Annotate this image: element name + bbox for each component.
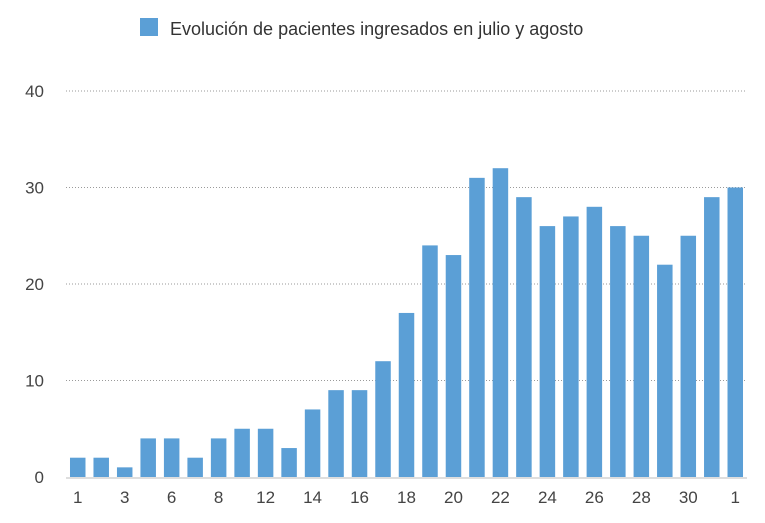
bar xyxy=(610,226,626,477)
bars xyxy=(69,168,744,478)
x-tick-label: 28 xyxy=(632,488,651,507)
bar xyxy=(375,361,391,477)
x-tick-label: 14 xyxy=(303,488,322,507)
bar xyxy=(210,438,227,477)
bar xyxy=(563,216,579,477)
bar xyxy=(657,264,673,477)
bar xyxy=(257,428,274,477)
x-tick-label: 12 xyxy=(256,488,275,507)
bar xyxy=(586,206,603,478)
bar xyxy=(492,168,509,477)
x-tick-label: 18 xyxy=(397,488,416,507)
bar xyxy=(680,235,697,477)
bar xyxy=(516,197,532,477)
legend-label: Evolución de pacientes ingresados en jul… xyxy=(170,19,583,39)
y-tick-label: 40 xyxy=(25,82,44,101)
y-tick-label: 10 xyxy=(25,372,44,391)
x-tick-label: 30 xyxy=(679,488,698,507)
bar xyxy=(445,255,462,477)
bar xyxy=(93,457,109,477)
bar xyxy=(539,226,556,477)
x-tick-label: 24 xyxy=(538,488,557,507)
bar xyxy=(69,457,86,477)
bar xyxy=(163,438,180,477)
bar xyxy=(351,390,368,477)
x-tick-label: 1 xyxy=(731,488,740,507)
x-axis: 1 3 6 8 12 14 16 18 20 22 24 26 28 30 1 xyxy=(66,477,747,507)
legend: Evolución de pacientes ingresados en jul… xyxy=(140,18,583,39)
bar xyxy=(140,438,156,477)
bar xyxy=(234,428,250,477)
x-tick-label: 6 xyxy=(167,488,176,507)
bar xyxy=(422,245,438,477)
y-tick-label: 30 xyxy=(25,179,44,198)
bar xyxy=(304,409,321,477)
x-tick-label: 16 xyxy=(350,488,369,507)
x-tick-label: 26 xyxy=(585,488,604,507)
bar xyxy=(727,187,744,477)
bar xyxy=(328,390,344,477)
x-tick-label: 20 xyxy=(444,488,463,507)
y-tick-label: 20 xyxy=(25,275,44,294)
y-axis: 0 10 20 30 40 xyxy=(25,82,44,487)
bar xyxy=(469,177,485,477)
bar xyxy=(116,467,133,477)
bar xyxy=(633,235,650,477)
x-tick-label: 1 xyxy=(73,488,82,507)
gridlines xyxy=(66,90,747,381)
y-tick-label: 0 xyxy=(35,468,44,487)
bar xyxy=(281,448,297,477)
x-tick-label: 8 xyxy=(214,488,223,507)
x-tick-label: 3 xyxy=(120,488,129,507)
legend-swatch xyxy=(140,18,158,36)
x-tick-label: 22 xyxy=(491,488,510,507)
bar xyxy=(398,312,415,477)
bar xyxy=(187,457,203,477)
bar xyxy=(704,197,720,477)
